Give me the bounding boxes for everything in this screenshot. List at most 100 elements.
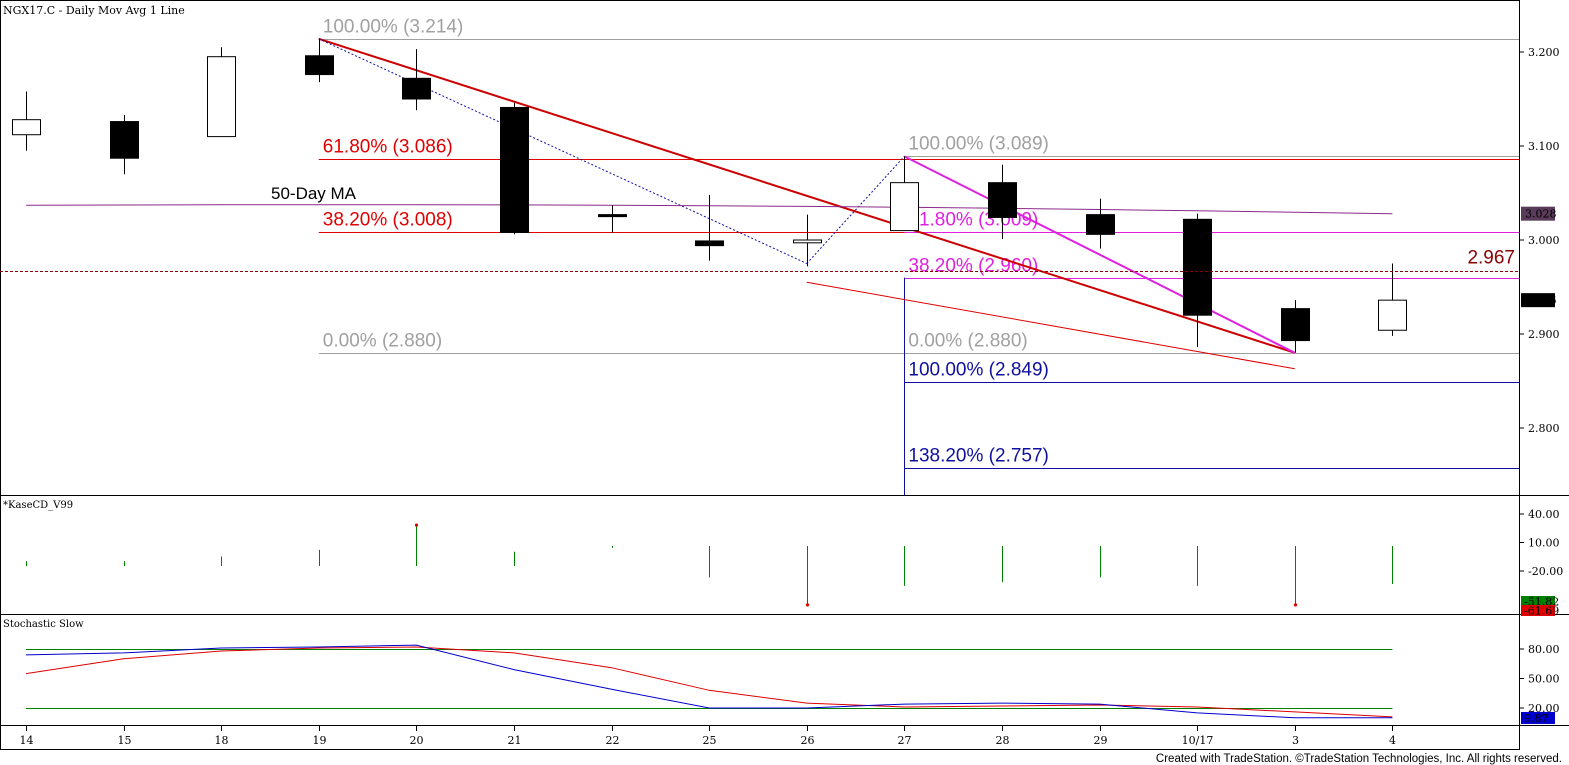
kase-marker-label: -61.69 xyxy=(1524,605,1559,618)
candle xyxy=(890,156,919,232)
stoch-marker-box xyxy=(1521,711,1555,724)
date-tick-label: 21 xyxy=(508,734,522,747)
price-tick-label: 2.800 xyxy=(1528,422,1560,435)
ma-label: 50-Day MA xyxy=(271,184,357,203)
stoch-tick-label: 80.00 xyxy=(1528,643,1560,656)
date-tick-label: 15 xyxy=(118,734,132,747)
candle-body xyxy=(890,182,919,232)
fib-label: 100.00% (3.214) xyxy=(323,17,464,38)
date-tick-label: 27 xyxy=(898,734,912,747)
candle xyxy=(1183,213,1212,348)
date-tick-label: 26 xyxy=(801,734,815,747)
candle-body xyxy=(207,56,236,138)
date-tick-label: 29 xyxy=(1094,734,1108,747)
candle xyxy=(500,102,529,235)
chart-title: NGX17.C - Daily Mov Avg 1 Line xyxy=(3,4,185,17)
date-tick-label: 22 xyxy=(606,734,620,747)
stoch-tick-label: 20.00 xyxy=(1528,702,1560,715)
reference-label: 2.967 xyxy=(1467,248,1515,269)
reference-line: 2.967 xyxy=(0,248,1519,272)
trend-line xyxy=(903,155,1296,354)
candle-body xyxy=(12,119,41,136)
fib-label: 38.20% (2.960) xyxy=(908,256,1038,277)
kase-marker-box xyxy=(1521,605,1555,616)
kase-peak-dot xyxy=(1293,603,1298,607)
candle xyxy=(110,114,139,175)
kase-marker-box xyxy=(1521,596,1555,607)
date-tick-label: 14 xyxy=(20,734,34,747)
date-tick-label: 20 xyxy=(410,734,424,747)
candle-body xyxy=(500,106,529,233)
candle xyxy=(1086,198,1115,249)
kase-peak-dot xyxy=(414,523,419,527)
date-tick-label: 28 xyxy=(996,734,1010,747)
fib-label: 61.80% (3.009) xyxy=(908,210,1038,231)
trend-line xyxy=(806,281,1295,370)
price-marker-label: 3.028 xyxy=(1525,208,1557,221)
candle xyxy=(1281,300,1310,353)
candle-body xyxy=(695,240,724,247)
price-tick-label: 3.000 xyxy=(1528,234,1560,247)
kase-panel-title: *KaseCD_V99 xyxy=(3,500,73,511)
candle xyxy=(207,47,236,138)
candle-body xyxy=(988,182,1017,218)
candle-body xyxy=(1183,218,1212,316)
trend-line xyxy=(806,156,905,264)
candle-body xyxy=(793,239,822,244)
stoch-marker-label: 9.87 xyxy=(1524,712,1549,725)
date-tick-label: 19 xyxy=(313,734,327,747)
price-marker-label: 2.936 xyxy=(1525,294,1557,307)
stoch-k-line xyxy=(25,644,1393,719)
candle xyxy=(598,205,627,233)
fib-label: 61.80% (3.086) xyxy=(323,137,453,158)
fib-label: 100.00% (3.089) xyxy=(908,134,1049,155)
date-tick-label: 10/17 xyxy=(1182,734,1214,747)
candle xyxy=(988,164,1017,240)
price-marker-box xyxy=(1521,293,1555,308)
stochastic-panel-title: Stochastic Slow xyxy=(3,619,84,630)
kase-peak-dot xyxy=(805,603,810,607)
price-axis: 3.200 3.100 3.000 2.900 2.800 3.028 2.936 xyxy=(1519,46,1560,435)
candlesticks xyxy=(12,38,1407,353)
trend-line xyxy=(318,38,808,264)
candle xyxy=(793,214,822,267)
price-marker-box xyxy=(1521,206,1555,221)
price-tick-label: 3.100 xyxy=(1528,140,1560,153)
fib-label: 38.20% (3.008) xyxy=(323,210,453,231)
candle xyxy=(1378,263,1407,336)
price-tick-label: 2.900 xyxy=(1528,328,1560,341)
trend-line xyxy=(318,37,1296,354)
fib-label: 0.00% (2.880) xyxy=(908,331,1027,352)
date-axis: 14 15 18 19 20 21 22 25 26 27 28 29 10/17 3 4 xyxy=(20,726,1396,747)
price-tick-label: 3.200 xyxy=(1528,46,1560,59)
kase-tick-label: 40.00 xyxy=(1528,508,1560,521)
footer-credit: Created with TradeStation. ©TradeStation… xyxy=(1156,753,1562,765)
date-tick-label: 25 xyxy=(703,734,717,747)
candle-body xyxy=(1281,308,1310,342)
candle xyxy=(402,49,431,111)
candle-body xyxy=(598,214,627,218)
kase-tick-label: -20.00 xyxy=(1528,565,1563,578)
fib-label: 138.20% (2.757) xyxy=(908,446,1049,467)
stoch-d-line xyxy=(25,646,1393,718)
candle xyxy=(305,38,334,83)
candle-body xyxy=(1378,299,1407,331)
candle-body xyxy=(402,77,431,100)
date-tick-label: 3 xyxy=(1292,734,1299,747)
candle-body xyxy=(110,121,139,159)
stochastic-indicator: 80.00 50.00 20.009.87 xyxy=(25,643,1560,725)
candle xyxy=(695,194,724,261)
fib-label: 100.00% (2.849) xyxy=(908,360,1049,381)
trend-lines xyxy=(318,37,1296,370)
date-tick-label: 18 xyxy=(215,734,229,747)
candle-body xyxy=(305,55,334,76)
candle-body xyxy=(1086,214,1115,235)
candle xyxy=(12,91,41,151)
stoch-tick-label: 50.00 xyxy=(1528,673,1560,686)
fib-label: 0.00% (2.880) xyxy=(323,331,442,352)
kase-tick-label: 10.00 xyxy=(1528,537,1560,550)
date-tick-label: 4 xyxy=(1389,734,1396,747)
